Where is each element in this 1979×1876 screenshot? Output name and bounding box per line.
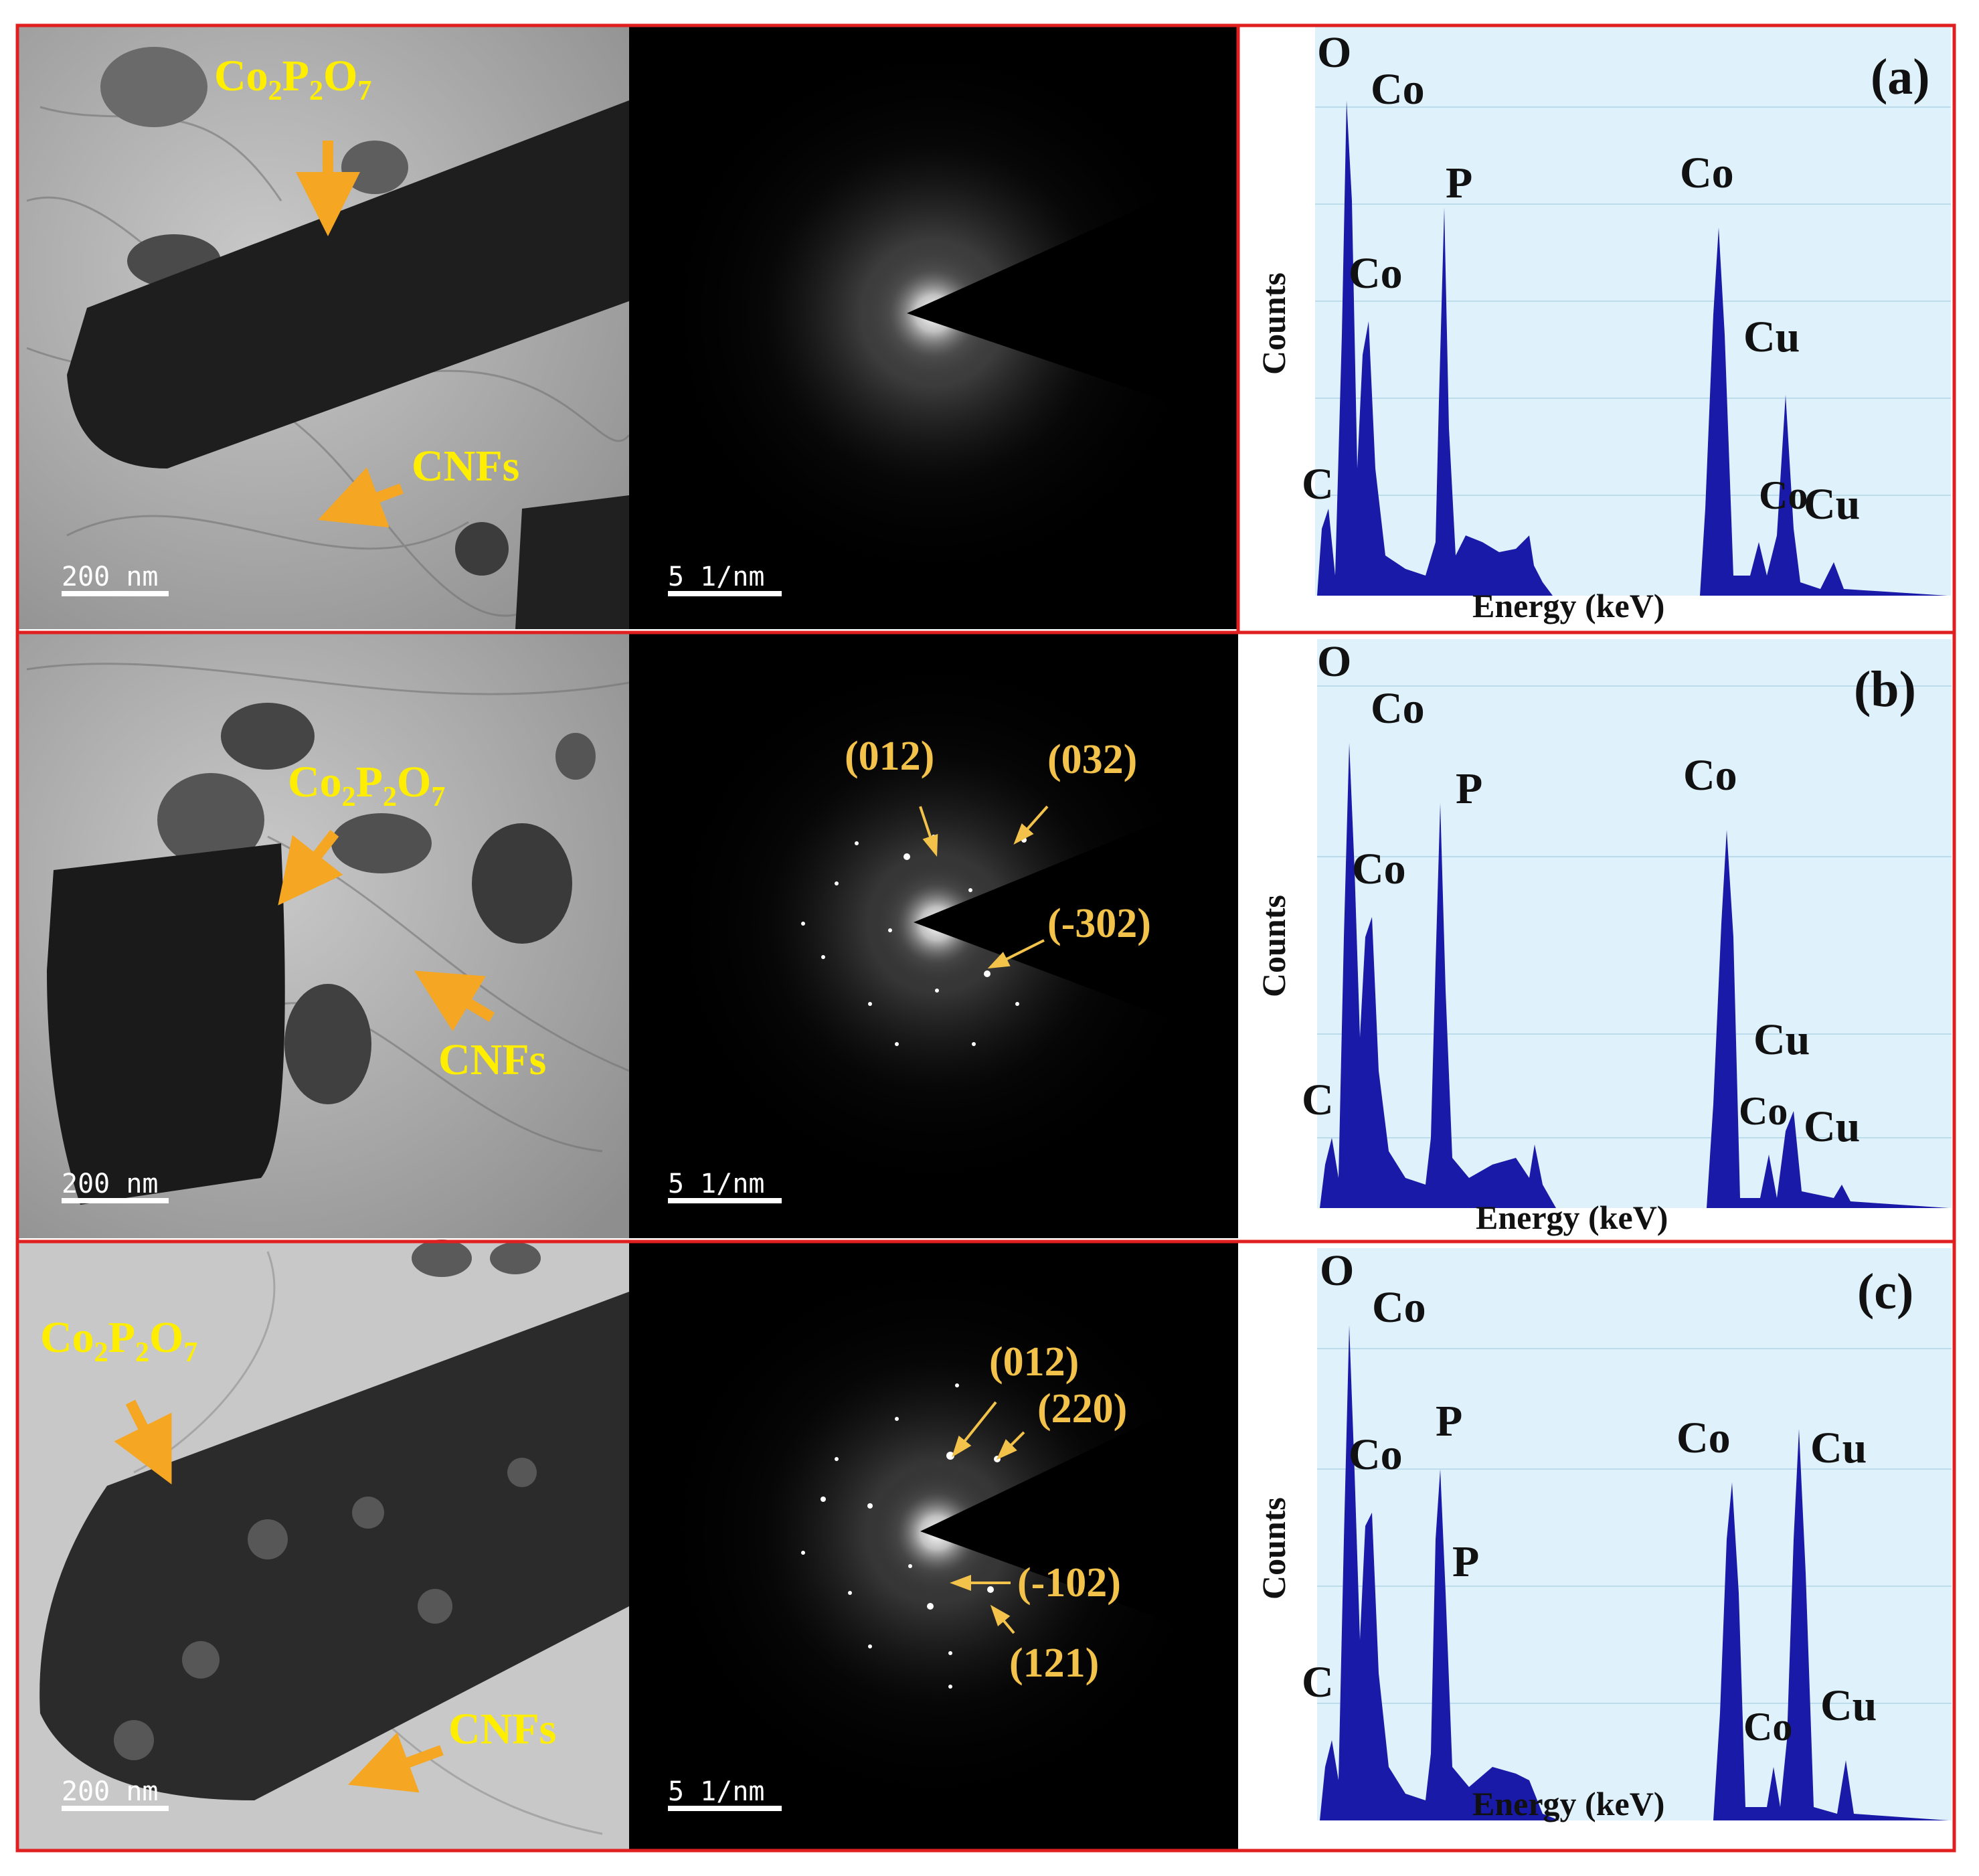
saed-scale-bar — [668, 1198, 782, 1203]
tem-scale-label: 200 nm — [62, 562, 159, 592]
tem-scale-label: 200 nm — [62, 1776, 159, 1807]
eds-peak-label: Co — [1676, 1414, 1731, 1462]
eds-peak-label: Co — [1680, 149, 1734, 197]
saed-scale-bar — [668, 591, 782, 596]
eds-peak-label: Co — [1371, 65, 1425, 114]
eds-peak-label: Co — [1352, 845, 1406, 893]
tem-annotation-co2p2o7: Co2P2O7 — [214, 52, 371, 106]
eds-fill-right — [1700, 228, 1948, 596]
tem-annotation-cnfs: CNFs — [438, 1035, 546, 1084]
tem-image-b: Co2P2O7 CNFs 200 nm — [19, 632, 630, 1238]
eds-peak-label: P — [1436, 1397, 1462, 1446]
eds-spectrum-a: O Co P Co Co Cu C Co Cu Energy (keV) Cou… — [1238, 27, 1954, 629]
eds-fill-left — [1320, 1325, 1559, 1820]
eds-peak-label: Co — [1759, 473, 1808, 517]
eds-peak-label: Cu — [1804, 1102, 1860, 1151]
eds-peak-label: O — [1320, 1246, 1354, 1295]
eds-peak-label: P — [1452, 1537, 1479, 1586]
saed-pattern-b: (012) (032) (-302) 5 1/nm — [629, 632, 1238, 1238]
tem-image-a: Co2P2O7 CNFs 200 nm — [19, 27, 630, 629]
saed-spot-label: (032) — [1047, 737, 1137, 782]
saed-arrow — [996, 1431, 1025, 1460]
eds-peak-label: Co — [1371, 684, 1425, 733]
eds-peak-label: Co — [1349, 1430, 1403, 1479]
saed-spot-label: (012) — [989, 1339, 1079, 1385]
row-c: Co2P2O7 CNFs 200 nm (012) (220) (-102) — [19, 1240, 1954, 1851]
eds-ylabel: Counts — [1255, 272, 1292, 375]
saed-arrow — [919, 806, 938, 857]
row-b: Co2P2O7 CNFs 200 nm (012) (032) (-302) — [19, 632, 1954, 1238]
eds-peak-label: Co — [1683, 751, 1737, 800]
eds-fill-left — [1317, 100, 1553, 596]
tem-arrow-co2p2o7 — [278, 830, 343, 906]
tem-annotation-cnfs: CNFs — [448, 1705, 556, 1754]
saed-spot-label: (012) — [845, 734, 934, 779]
eds-spectrum-b: O Co P Co Co Cu C Co Cu Energy (keV) Cou… — [1238, 632, 1954, 1238]
eds-xlabel: Energy (keV) — [1472, 1785, 1664, 1822]
saed-pattern-c: (012) (220) (-102) (121) 5 1/nm — [629, 1242, 1238, 1851]
eds-spectrum-c: O Co Co P P Co Cu C Co Cu Energy (keV) C… — [1238, 1242, 1954, 1851]
tem-annotation-cnfs: CNFs — [412, 442, 519, 491]
saed-pattern-a: 5 1/nm — [629, 27, 1238, 629]
tem-annotation-co2p2o7: Co2P2O7 — [288, 758, 445, 813]
saed-scale-label: 5 1/nm — [668, 1169, 765, 1199]
eds-peak-label: Cu — [1820, 1681, 1877, 1730]
tem-arrow-cnfs — [318, 467, 404, 528]
eds-fill-right — [1713, 1429, 1949, 1820]
tem-arrow-co2p2o7 — [114, 1399, 172, 1484]
saed-arrow — [952, 1401, 997, 1458]
eds-ylabel: Counts — [1255, 1497, 1292, 1600]
saed-arrow — [987, 939, 1045, 969]
eds-peak-label: Cu — [1810, 1424, 1867, 1472]
eds-peak-label: O — [1317, 637, 1351, 686]
tem-arrow-cnfs — [347, 1732, 444, 1793]
eds-xlabel: Energy (keV) — [1476, 1199, 1668, 1236]
saed-scale-bar — [668, 1806, 782, 1811]
tem-arrow-cnfs — [414, 970, 495, 1031]
eds-ylabel: Counts — [1255, 895, 1292, 997]
saed-arrow — [990, 1604, 1015, 1634]
panel-label: (b) — [1854, 661, 1916, 717]
eds-peak-label: Co — [1372, 1283, 1426, 1332]
eds-peak-label: Cu — [1804, 480, 1860, 529]
saed-scale-label: 5 1/nm — [668, 562, 765, 592]
eds-fill-left — [1320, 743, 1556, 1208]
eds-fill-right — [1707, 830, 1949, 1208]
tem-scale-bar — [62, 591, 169, 596]
eds-xlabel: Energy (keV) — [1472, 587, 1664, 624]
saed-spot-label: (220) — [1037, 1386, 1127, 1432]
saed-spot-label: (-302) — [1047, 901, 1151, 946]
saed-spot-label: (121) — [1009, 1640, 1099, 1686]
eds-peak-label: C — [1302, 460, 1334, 509]
eds-peak-label: C — [1302, 1076, 1334, 1124]
eds-peak-label: P — [1446, 159, 1472, 207]
panel-label: (c) — [1857, 1264, 1913, 1320]
row-a: Co2P2O7 CNFs 200 nm 5 1/nm — [19, 27, 1954, 629]
eds-peak-label: Co — [1743, 1705, 1792, 1749]
saed-spot-label: (-102) — [1017, 1560, 1121, 1606]
eds-peak-label: Co — [1739, 1089, 1788, 1133]
eds-peak-label: C — [1302, 1658, 1334, 1707]
tem-scale-label: 200 nm — [62, 1169, 159, 1199]
tem-scale-bar — [62, 1806, 169, 1811]
eds-peak-label: Cu — [1753, 1015, 1810, 1064]
eds-peak-label: Cu — [1743, 313, 1800, 361]
saed-scale-label: 5 1/nm — [668, 1776, 765, 1807]
saed-arrow — [1013, 805, 1049, 845]
tem-annotation-co2p2o7: Co2P2O7 — [40, 1313, 197, 1368]
tem-image-c: Co2P2O7 CNFs 200 nm — [19, 1240, 629, 1851]
panel-frame — [15, 23, 1956, 1853]
panel-label: (a) — [1871, 49, 1930, 105]
eds-peak-label: P — [1456, 764, 1482, 813]
eds-peak-label: O — [1317, 28, 1351, 77]
eds-peak-label: Co — [1349, 249, 1403, 298]
tem-scale-bar — [62, 1198, 169, 1203]
